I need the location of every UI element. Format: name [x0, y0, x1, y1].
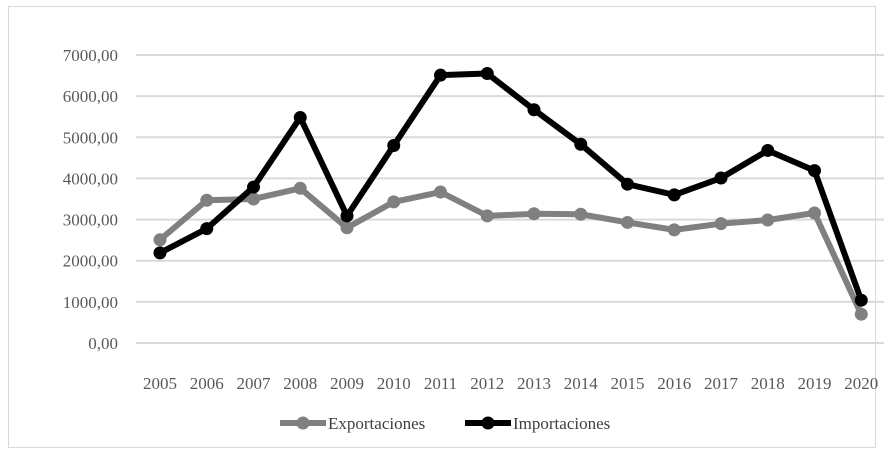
data-point — [574, 137, 588, 151]
data-point — [714, 171, 728, 185]
data-point — [854, 293, 868, 307]
data-point — [621, 215, 634, 229]
x-tick-label: 2007 — [237, 374, 272, 393]
y-tick-label: 2000,00 — [63, 252, 118, 271]
data-point — [761, 213, 775, 227]
data-point — [667, 188, 681, 202]
x-tick-label: 2017 — [704, 374, 739, 393]
data-point — [247, 192, 260, 206]
data-point — [293, 181, 307, 195]
data-point — [200, 222, 214, 236]
series-line — [157, 185, 865, 318]
legend-label: Exportaciones — [328, 414, 425, 433]
data-point — [761, 143, 775, 157]
data-point — [714, 217, 728, 231]
x-tick-label: 2008 — [283, 374, 317, 393]
x-tick-label: 2010 — [377, 374, 411, 393]
data-point — [153, 246, 167, 260]
data-point — [247, 180, 260, 194]
y-tick-label: 1000,00 — [63, 293, 118, 312]
data-point — [434, 68, 447, 82]
x-tick-label: 2009 — [330, 374, 364, 393]
series-line — [157, 70, 865, 304]
x-tick-label: 2013 — [517, 374, 551, 393]
legend-swatch-marker — [296, 416, 310, 430]
data-point — [621, 177, 634, 191]
y-tick-label: 0,00 — [88, 334, 118, 353]
x-tick-label: 2014 — [564, 374, 599, 393]
data-point — [387, 195, 401, 209]
series-layer — [153, 67, 868, 321]
data-point — [667, 223, 681, 237]
x-tick-label: 2006 — [190, 374, 224, 393]
y-tick-label: 7000,00 — [63, 46, 118, 65]
x-tick-label: 2020 — [844, 374, 878, 393]
data-point — [153, 233, 167, 247]
data-point — [527, 207, 541, 221]
data-point — [854, 307, 868, 321]
x-tick-label: 2015 — [611, 374, 645, 393]
data-point — [480, 67, 494, 81]
x-tick-label: 2016 — [657, 374, 691, 393]
y-tick-label: 5000,00 — [63, 128, 118, 147]
data-point — [340, 209, 354, 223]
x-tick-label: 2012 — [470, 374, 504, 393]
data-point — [808, 164, 821, 178]
y-tick-label: 3000,00 — [63, 211, 118, 230]
x-tick-label: 2005 — [143, 374, 177, 393]
data-point — [574, 207, 588, 221]
y-axis-tick-labels: 0,00 1000,00 2000,00 3000,00 4000,00 5000,00 6… — [63, 46, 118, 353]
data-point — [340, 221, 354, 235]
x-tick-label: 2011 — [424, 374, 457, 393]
y-tick-label: 6000,00 — [63, 87, 118, 106]
x-tick-label: 2018 — [751, 374, 785, 393]
series-importaciones — [153, 67, 868, 307]
series-exportaciones — [153, 181, 868, 321]
legend-item: Importaciones — [465, 414, 610, 433]
data-point — [808, 206, 821, 220]
data-point — [434, 185, 447, 199]
x-axis-tick-labels: 2005 2006 2007 2008 2009 2010 2011 2012 2013 2014… — [143, 374, 878, 393]
legend-swatch-marker — [481, 416, 495, 430]
data-point — [200, 193, 214, 207]
data-point — [480, 209, 494, 223]
data-point — [293, 111, 307, 125]
x-tick-label: 2019 — [798, 374, 832, 393]
data-point — [387, 139, 401, 153]
y-tick-label: 4000,00 — [63, 169, 118, 188]
data-point — [527, 103, 541, 117]
legend-label: Importaciones — [513, 414, 610, 433]
legend: Exportaciones Importaciones — [280, 414, 610, 433]
legend-item: Exportaciones — [280, 414, 425, 433]
